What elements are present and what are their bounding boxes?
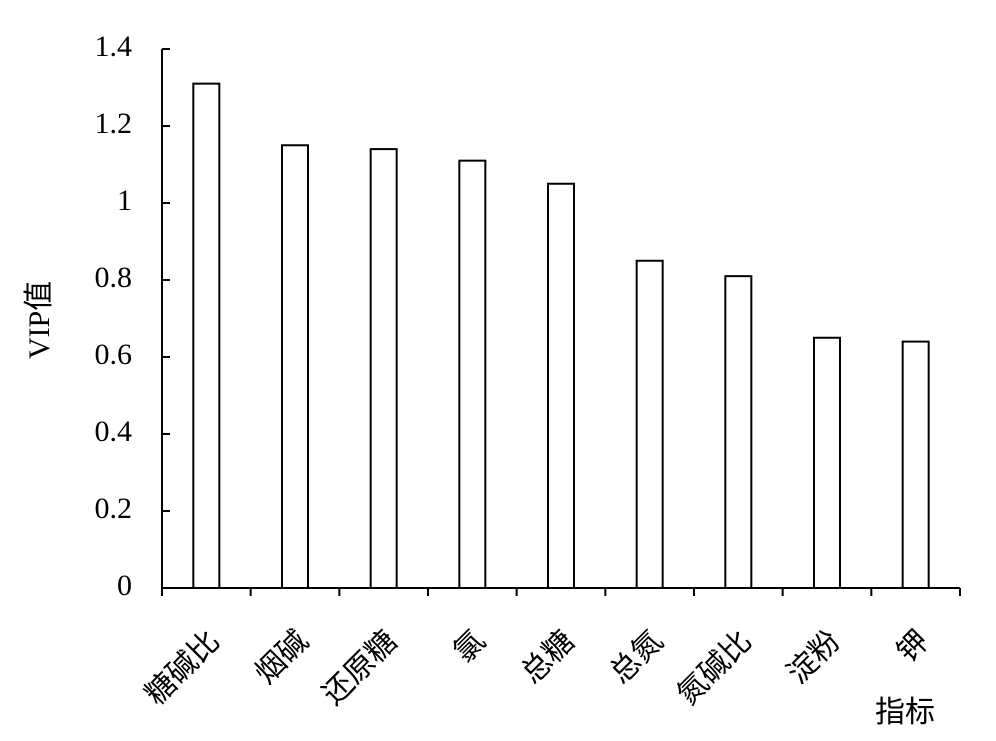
y-tick-label: 1.2 [95,107,133,140]
x-tick-label: 糖碱比 [139,624,226,711]
y-tick-label: 1 [117,184,132,217]
y-tick-label: 0.2 [95,492,133,525]
bar [635,259,664,589]
x-tick-label: 总糖 [515,624,581,690]
x-tick-label: 总氮 [604,624,670,690]
bar [813,336,841,589]
y-tick-label: 0.6 [95,338,133,371]
y-tick-label: 0.4 [95,415,133,448]
bar [281,144,309,589]
x-tick-label: 还原糖 [317,624,404,711]
bar [458,159,487,589]
x-tick-label: 烟碱 [249,624,315,690]
x-tick-label: 氮碱比 [671,624,758,711]
x-axis-title: 指标 [875,696,935,729]
y-tick-label: 0 [117,569,132,602]
x-tick-label: 淀粉 [781,624,847,690]
bar [192,82,221,590]
bar [547,182,575,589]
y-tick-label: 0.8 [95,261,133,294]
x-tick-label: 钾 [891,624,936,669]
bar [724,275,753,589]
y-tick-label: 1.4 [95,30,133,63]
y-axis-title: VIP值 [23,281,56,359]
x-tick-label: 氯 [448,624,493,669]
bar [369,148,398,589]
bar [901,340,930,589]
